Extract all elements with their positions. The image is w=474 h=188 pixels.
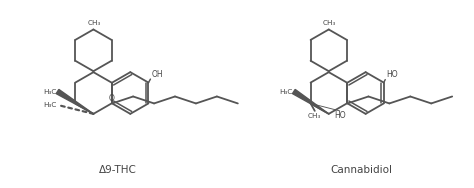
Text: O: O — [109, 94, 115, 103]
Text: H₃C: H₃C — [43, 102, 56, 108]
Text: CH₃: CH₃ — [323, 20, 337, 26]
Text: HO: HO — [334, 111, 346, 120]
Text: Δ9-THC: Δ9-THC — [100, 165, 137, 175]
Text: CH₃: CH₃ — [88, 20, 101, 26]
Text: Cannabidiol: Cannabidiol — [331, 165, 392, 175]
Polygon shape — [292, 89, 329, 114]
Text: HO: HO — [387, 70, 398, 79]
Polygon shape — [56, 89, 93, 114]
Text: H₃C: H₃C — [43, 89, 56, 95]
Text: OH: OH — [151, 70, 163, 79]
Text: CH₃: CH₃ — [308, 113, 321, 119]
Text: H₃C: H₃C — [280, 89, 293, 95]
